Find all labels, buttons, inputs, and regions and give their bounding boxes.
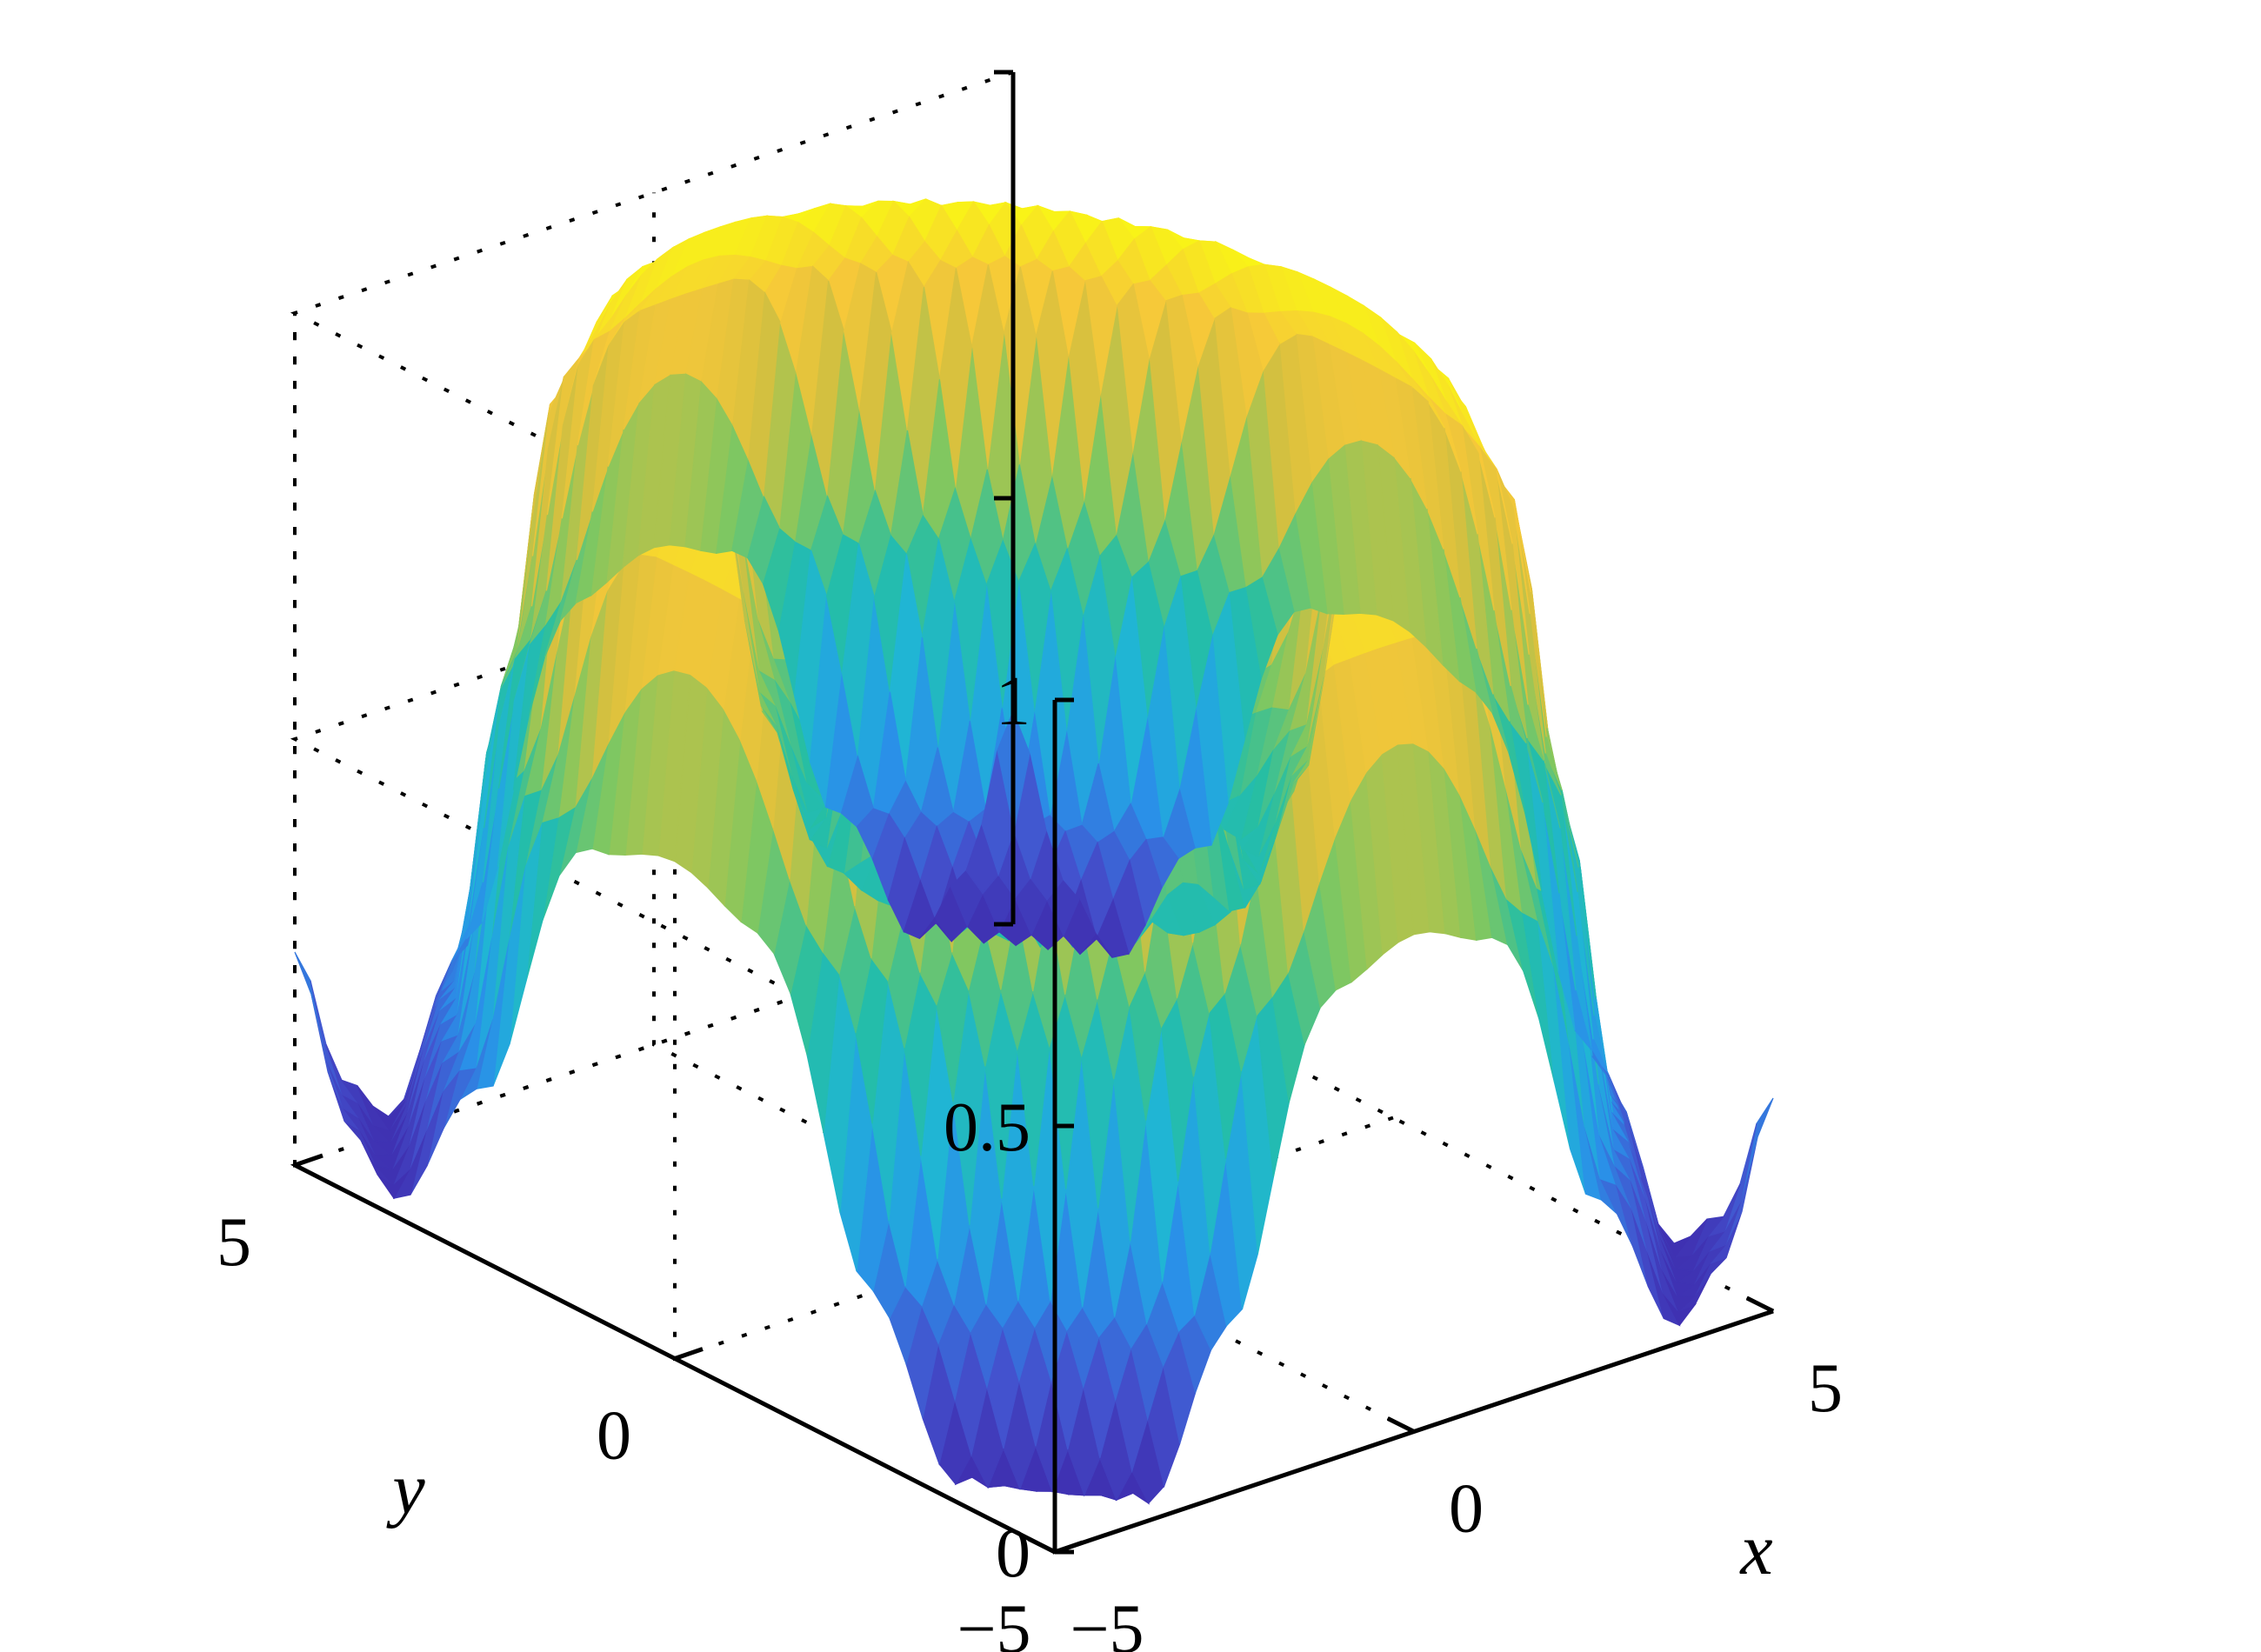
x-axis-label: x (1738, 1509, 1772, 1590)
z-tick-label: 0.5 (944, 1089, 1030, 1166)
z-tick-label: 0 (996, 1515, 1030, 1592)
x-tick (1745, 1296, 1775, 1314)
tick-labels: 00.51−505−505 (217, 663, 1843, 1652)
y-tick-label: 5 (217, 1204, 251, 1281)
x-gridline (652, 192, 1415, 1434)
x-tick (1027, 1536, 1057, 1555)
z-gridline (290, 496, 1056, 1128)
y-tick (1054, 1540, 1084, 1555)
y-tick-label: −5 (957, 1591, 1030, 1652)
x-tick-label: 0 (1449, 1471, 1484, 1548)
x-tick-label: 5 (1808, 1350, 1843, 1427)
y-tick (294, 1153, 323, 1168)
y-axis-label: y (385, 1449, 425, 1529)
y-tick-label: 0 (597, 1398, 631, 1475)
x-tick (1386, 1416, 1416, 1434)
x-tick-label: −5 (1070, 1591, 1144, 1652)
axes (293, 70, 1775, 1555)
y-tick (674, 1347, 704, 1361)
surface (294, 198, 1774, 1505)
z-tick-label: 1 (996, 663, 1030, 740)
